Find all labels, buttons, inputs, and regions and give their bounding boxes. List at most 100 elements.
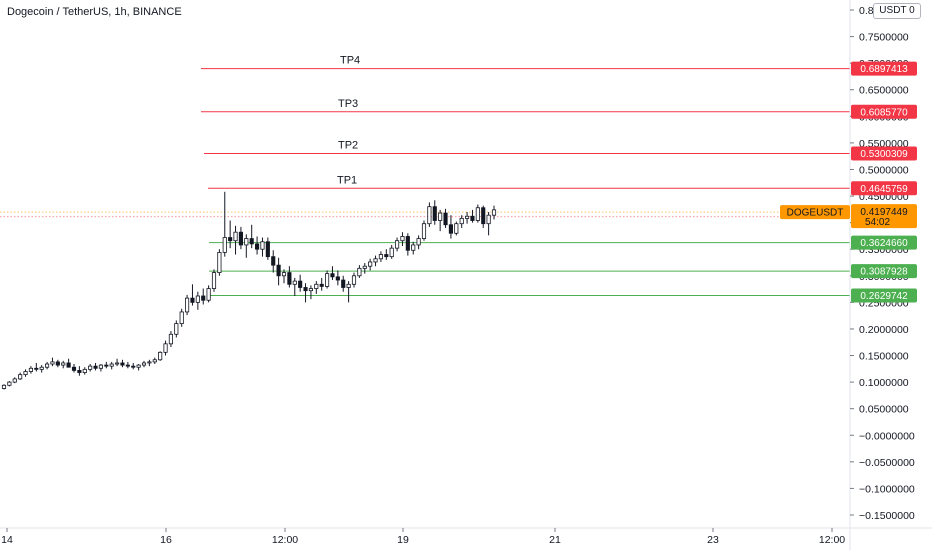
candle-body	[195, 295, 200, 303]
candle-body	[125, 364, 130, 367]
last-price-badge	[851, 204, 917, 229]
candle-body	[34, 367, 39, 370]
target-price-badge	[851, 61, 917, 76]
candle-body	[281, 272, 287, 277]
candle-body	[23, 371, 28, 376]
candle-body	[39, 366, 44, 370]
y-tick-label: 0.3500000	[859, 244, 909, 256]
target-price-badge-text: 0.5300309	[860, 149, 908, 160]
y-tick-label: 0.7500000	[859, 32, 909, 44]
y-tick-label: −0.0500000	[859, 457, 915, 469]
candle-body	[454, 223, 459, 234]
candle-body	[276, 264, 281, 277]
candle-body	[152, 359, 157, 363]
candle-body	[470, 215, 475, 221]
currency-suffix: 0	[909, 5, 915, 16]
symbol-badge-text: DOGEUSDT	[787, 208, 844, 219]
candle-body	[405, 236, 410, 251]
x-tick-label: 21	[549, 534, 561, 546]
candle-body	[373, 258, 378, 263]
candle-body	[115, 362, 120, 365]
candle-body	[55, 361, 60, 366]
candle-body	[362, 265, 367, 269]
candle-body	[217, 251, 222, 273]
candles	[1, 191, 497, 390]
y-tick-label: 0.0500000	[859, 404, 909, 416]
candle-body	[18, 374, 23, 380]
candle-body	[260, 241, 265, 250]
target-price-badge	[851, 104, 917, 119]
candle-body	[255, 243, 260, 250]
candle-body	[389, 247, 394, 258]
chart-title: Dogecoin / TetherUS, 1h, BINANCE	[7, 6, 182, 18]
price-badges: 0.6897413 0.6085770 0.5300309 0.4645759 0.41…	[780, 61, 917, 303]
candle-body	[28, 367, 33, 372]
time-axis[interactable]: 14 16 12:00 19 21 23 12:00	[0, 527, 932, 546]
x-tick-label: 12:00	[272, 534, 298, 546]
candle-body	[400, 236, 405, 242]
candle-body	[368, 261, 373, 267]
candle-body	[244, 238, 249, 246]
candle-body	[136, 364, 141, 368]
candle-body	[109, 363, 114, 367]
candle-body	[141, 362, 147, 366]
candle-body	[384, 254, 389, 258]
candle-body	[222, 237, 227, 253]
candle-body	[265, 241, 270, 258]
target-label-tp1: TP1	[337, 174, 357, 186]
candle-body	[66, 362, 71, 368]
candle-body	[330, 273, 335, 278]
candle-body	[228, 237, 233, 242]
last-price-countdown: 54:02	[865, 217, 890, 228]
target-price-badge-text: 0.6085770	[860, 107, 908, 118]
y-tick-label: 0.1000000	[859, 377, 909, 389]
target-label-tp2: TP2	[338, 140, 358, 152]
candle-body	[314, 283, 319, 289]
support-price-badge-text: 0.2629742	[860, 291, 908, 302]
candle-body	[190, 297, 195, 303]
candle-body	[475, 207, 480, 221]
candle-body	[341, 279, 346, 288]
candle-body	[357, 267, 362, 277]
candle-body	[179, 311, 184, 325]
candle-body	[335, 276, 340, 281]
candle-body	[346, 283, 351, 288]
y-tick-label: 0.6500000	[859, 85, 909, 97]
candle-body	[206, 288, 211, 301]
y-tick-label: −0.1000000	[859, 483, 915, 495]
candle-body	[298, 280, 303, 288]
support-price-badge	[851, 264, 917, 279]
candle-body	[378, 254, 383, 260]
candle-body	[211, 272, 217, 289]
target-label-tp4: TP4	[340, 55, 360, 67]
candle-body	[303, 287, 308, 292]
candle-body	[411, 244, 416, 251]
currency-button[interactable]: USDT 0	[873, 3, 921, 19]
candle-body	[271, 256, 276, 266]
target-price-badge-text: 0.4645759	[860, 184, 908, 195]
candle-body	[491, 209, 497, 216]
price-levels: TP4 TP3 TP2 TP1	[0, 55, 850, 296]
x-tick-label: 12:00	[819, 534, 845, 546]
y-tick-label: 0.1500000	[859, 351, 909, 363]
candle-body	[131, 365, 136, 368]
last-price-value: 0.4197449	[860, 207, 908, 218]
candle-body	[448, 224, 453, 234]
candle-body	[432, 206, 437, 221]
candle-body	[168, 333, 173, 345]
candle-body	[98, 364, 103, 369]
candle-body	[308, 288, 313, 292]
candle-body	[465, 215, 470, 219]
candle-body	[416, 238, 421, 246]
support-price-badge-text: 0.3624660	[860, 238, 908, 249]
support-price-badge-text: 0.3087928	[860, 267, 908, 278]
candle-body	[71, 366, 77, 371]
candle-body	[88, 365, 93, 370]
candle-body	[287, 272, 292, 285]
candle-body	[443, 212, 448, 226]
candle-body	[174, 323, 179, 335]
candle-body	[249, 238, 254, 245]
y-tick-label: −0.0000000	[859, 430, 915, 442]
